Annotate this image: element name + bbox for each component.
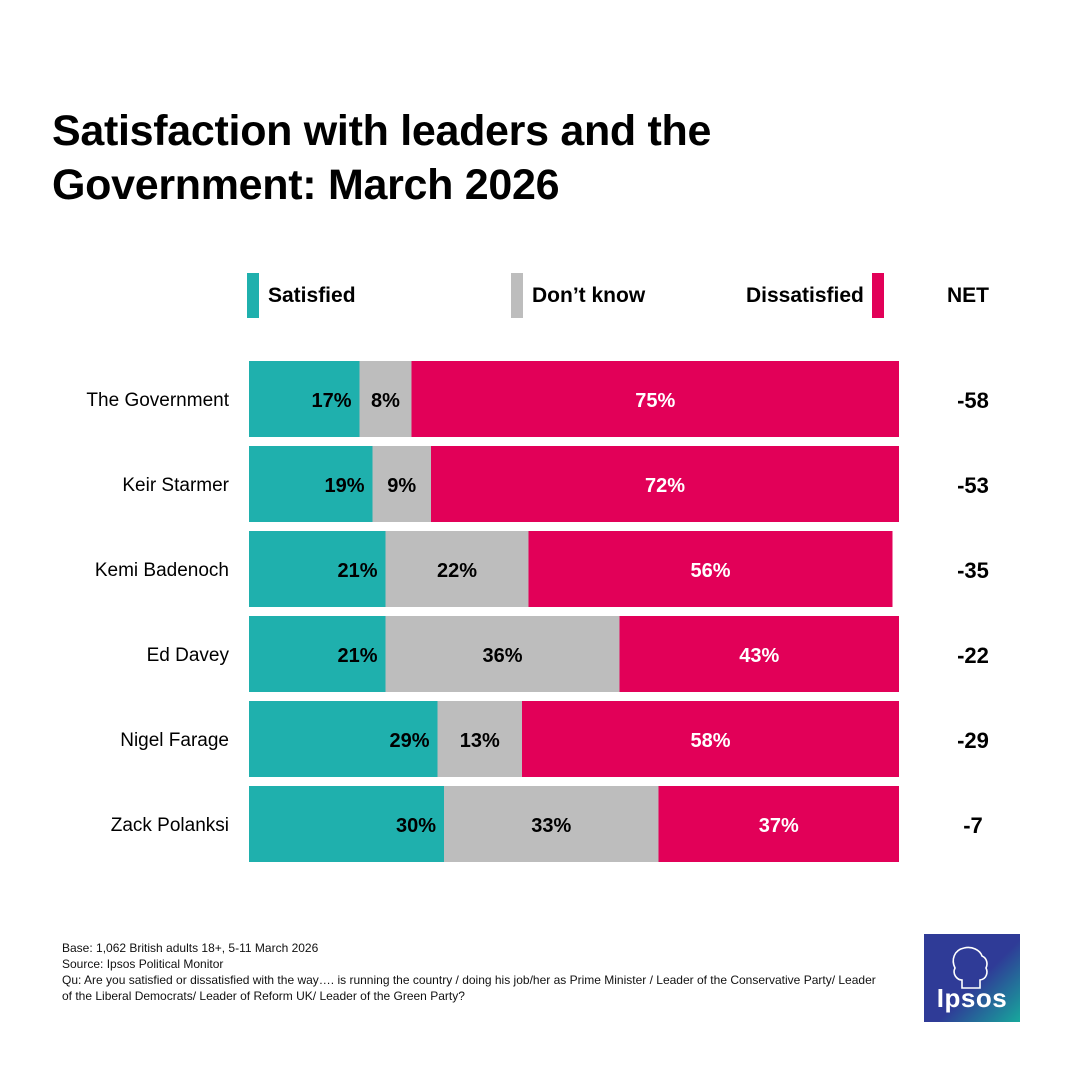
footnote-base: Base: 1,062 British adults 18+, 5-11 Mar… [62,941,319,955]
row-label: The Government [86,390,229,411]
data-label-dissatisfied: 75% [635,390,675,412]
data-label-satisfied: 29% [389,730,429,752]
row-label: Ed Davey [147,645,230,666]
chart-title: Satisfaction with leaders and the Govern… [52,104,952,212]
legend-satisfied-label: Satisfied [268,283,356,307]
data-label-dissatisfied: 58% [690,730,730,752]
data-label-dissatisfied: 37% [759,815,799,837]
net-value: -22 [957,643,989,668]
bar-dont-know [372,446,431,522]
net-value: -29 [957,728,989,753]
footnote-question: Qu: Are you satisfied or dissatisfied wi… [62,973,876,1003]
bar-satisfied [249,701,438,777]
bar-dissatisfied [431,446,899,522]
data-label-dissatisfied: 43% [739,645,779,667]
net-value: -58 [957,388,989,413]
title-line-1: Satisfaction with leaders and the [52,107,712,155]
row-label: Zack Polanksi [111,815,229,836]
legend-dissatisfied-swatch [871,273,884,318]
data-label-dont-know: 8% [371,390,400,412]
chart-rows: The Government 17% 8% 75% -58 Keir Starmer 19%… [86,361,989,862]
data-label-satisfied: 21% [337,560,377,582]
legend-dont-know: Don’t know [511,273,645,318]
data-label-satisfied: 19% [324,475,364,497]
bar-dissatisfied [522,701,899,777]
data-label-satisfied: 30% [396,815,436,837]
row-label: Kemi Badenoch [95,560,229,581]
data-label-dont-know: 36% [482,645,522,667]
bar-dissatisfied [411,361,899,437]
bar-dont-know [359,361,412,437]
legend-dont-know-label: Don’t know [532,283,646,307]
bar-dont-know [385,531,529,607]
net-header: NET [947,284,989,307]
footnote-source: Source: Ipsos Political Monitor [62,957,224,971]
profile-head-icon [952,946,988,989]
bar-dissatisfied [619,616,899,692]
row-label: Nigel Farage [120,730,229,751]
data-label-dont-know: 22% [437,560,477,582]
row-label: Keir Starmer [122,475,229,496]
data-label-dont-know: 9% [387,475,416,497]
bar-dont-know [437,701,522,777]
data-label-satisfied: 21% [337,645,377,667]
ipsos-logo: Ipsos [924,934,1020,1022]
bar-satisfied [249,446,373,522]
bar-satisfied [249,531,386,607]
bar-satisfied [249,616,386,692]
logo-text: Ipsos [936,983,1008,1013]
data-label-dont-know: 13% [460,730,500,752]
data-label-dissatisfied: 72% [645,475,685,497]
title-line-2: Government: March 2026 [52,161,560,209]
legend-dissatisfied-label: Dissatisfied [746,283,864,307]
legend-satisfied: Satisfied [247,273,356,318]
bar-satisfied [249,786,444,862]
legend-dissatisfied: Dissatisfied [746,273,884,318]
legend-satisfied-swatch [247,273,259,318]
legend-dont-know-swatch [511,273,523,318]
data-label-dont-know: 33% [531,815,571,837]
net-value: -7 [963,813,983,838]
bar-dissatisfied [528,531,893,607]
footnote: Base: 1,062 British adults 18+, 5-11 Mar… [62,940,882,1004]
data-label-dissatisfied: 56% [690,560,730,582]
bar-satisfied [249,361,360,437]
bar-dont-know [385,616,620,692]
bar-dont-know [444,786,659,862]
net-value: -35 [957,558,989,583]
net-value: -53 [957,473,989,498]
data-label-satisfied: 17% [311,390,351,412]
bar-dissatisfied [658,786,899,862]
